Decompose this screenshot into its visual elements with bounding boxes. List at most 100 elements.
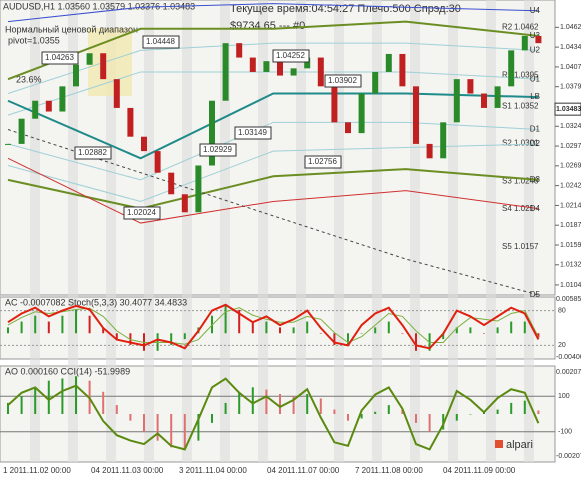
- candle-body: [426, 143, 433, 159]
- ao-tick-label: -0.00207: [556, 453, 581, 460]
- swing-box: [123, 206, 161, 220]
- ao-bar: [61, 378, 64, 414]
- pivot-value: 1.0352: [514, 102, 539, 111]
- stripe: [106, 0, 116, 462]
- band-label: U2: [530, 45, 541, 54]
- ac-bar: [279, 327, 281, 334]
- current-price: 1.03483: [556, 106, 581, 113]
- candle-body: [290, 68, 297, 76]
- ac-bar: [333, 333, 336, 345]
- y-tick-label: 1.02695: [560, 163, 581, 170]
- ao-bar: [292, 396, 295, 414]
- ac-bar: [401, 333, 404, 334]
- candle-body: [372, 71, 379, 94]
- swing-label: 1.04263: [45, 53, 74, 62]
- ao-bar: [265, 389, 268, 414]
- ac-bar: [306, 321, 309, 334]
- stripe: [220, 0, 230, 462]
- ao-bar: [374, 411, 377, 414]
- band-label: D3: [530, 175, 541, 184]
- ao-bar: [129, 414, 132, 421]
- ao-title: AO 0.000160 CCI(14) -51.9989: [5, 366, 130, 376]
- ao-bar: [143, 414, 145, 432]
- ao-bar: [238, 391, 241, 414]
- ac-bar: [455, 327, 458, 334]
- band-label: LB: [530, 92, 540, 101]
- pivot-name: S3: [502, 176, 512, 185]
- stripe: [524, 0, 534, 462]
- ao-bar: [496, 409, 499, 414]
- stripe: [448, 0, 458, 462]
- candle-body: [413, 86, 419, 144]
- stripe: [410, 0, 420, 462]
- band-label: D4: [530, 204, 541, 213]
- candle-body: [494, 86, 501, 108]
- stripe: [182, 0, 192, 462]
- ao-bar: [75, 376, 77, 414]
- ao-bar: [102, 391, 105, 414]
- ao-bar: [401, 409, 404, 414]
- pivot-name: R1: [502, 71, 513, 80]
- ao-bar: [455, 414, 458, 421]
- swing-label: 1.03149: [238, 128, 267, 137]
- ao-bar: [197, 414, 200, 441]
- ao-bar: [333, 409, 336, 414]
- ac-bar: [537, 333, 540, 338]
- band-line: [7, 143, 539, 202]
- ac-bar: [7, 327, 9, 334]
- ac-bar: [115, 333, 118, 340]
- band-line: [7, 157, 539, 224]
- range-box: [88, 28, 132, 96]
- band-line: [7, 71, 539, 116]
- ao-bar: [183, 414, 186, 450]
- y-tick-label: 1.01870: [560, 222, 581, 229]
- candle-body: [331, 86, 338, 123]
- swing-label: 1.02024: [127, 208, 156, 217]
- pivot-value: 1.0462: [514, 22, 539, 31]
- ac-bar: [374, 327, 377, 334]
- logo: alpari: [506, 439, 533, 451]
- y-tick-label: 1.04345: [560, 44, 581, 51]
- ao-bar: [537, 410, 540, 414]
- candle-body: [399, 53, 406, 87]
- swing-label: 1.02929: [203, 145, 232, 154]
- pivot-name: S4: [502, 204, 512, 213]
- ao-bar: [319, 398, 322, 414]
- ac-bar: [265, 321, 268, 334]
- swing-box: [304, 155, 342, 169]
- band-line: [7, 92, 539, 160]
- ao-bar: [20, 396, 23, 414]
- x-tick-label: 04 2011.11.07 00:00: [267, 466, 340, 475]
- candle-body: [100, 53, 107, 80]
- y-tick-label: 1.04070: [560, 64, 581, 71]
- candle-body: [45, 100, 52, 112]
- ac-bar: [442, 333, 445, 340]
- ac-bar: [483, 333, 485, 334]
- candle-body: [222, 43, 229, 101]
- candle-body: [481, 93, 487, 108]
- stripe: [296, 0, 306, 462]
- band-label: U3: [530, 31, 541, 40]
- candle-body: [453, 79, 460, 123]
- swing-box: [74, 146, 112, 160]
- candle-body: [277, 61, 283, 76]
- ao-bar: [360, 414, 363, 419]
- logo-icon: [495, 440, 503, 448]
- swing-box: [324, 74, 362, 88]
- y-tick-label: 1.01040: [560, 282, 581, 289]
- pivot-value: 1.021: [514, 204, 535, 213]
- cci-line: [7, 377, 540, 451]
- stoch-main: [7, 303, 540, 350]
- ao-bar: [347, 414, 349, 421]
- pivot-value: 1.0395: [514, 71, 539, 80]
- session-stripes: [30, 0, 534, 462]
- swing-label: 1.04448: [146, 37, 175, 46]
- ac-bar: [387, 321, 390, 334]
- ao-bar: [224, 402, 227, 414]
- swing-box: [142, 35, 180, 49]
- ao-bar: [115, 405, 118, 414]
- x-tick-label: 7 2011.11.08 00:00: [355, 466, 423, 475]
- y-tick-label: 1.01320: [560, 262, 581, 269]
- info-line: Текущее время:04:54:27 Плечо:500 Спрэд:3…: [230, 3, 461, 15]
